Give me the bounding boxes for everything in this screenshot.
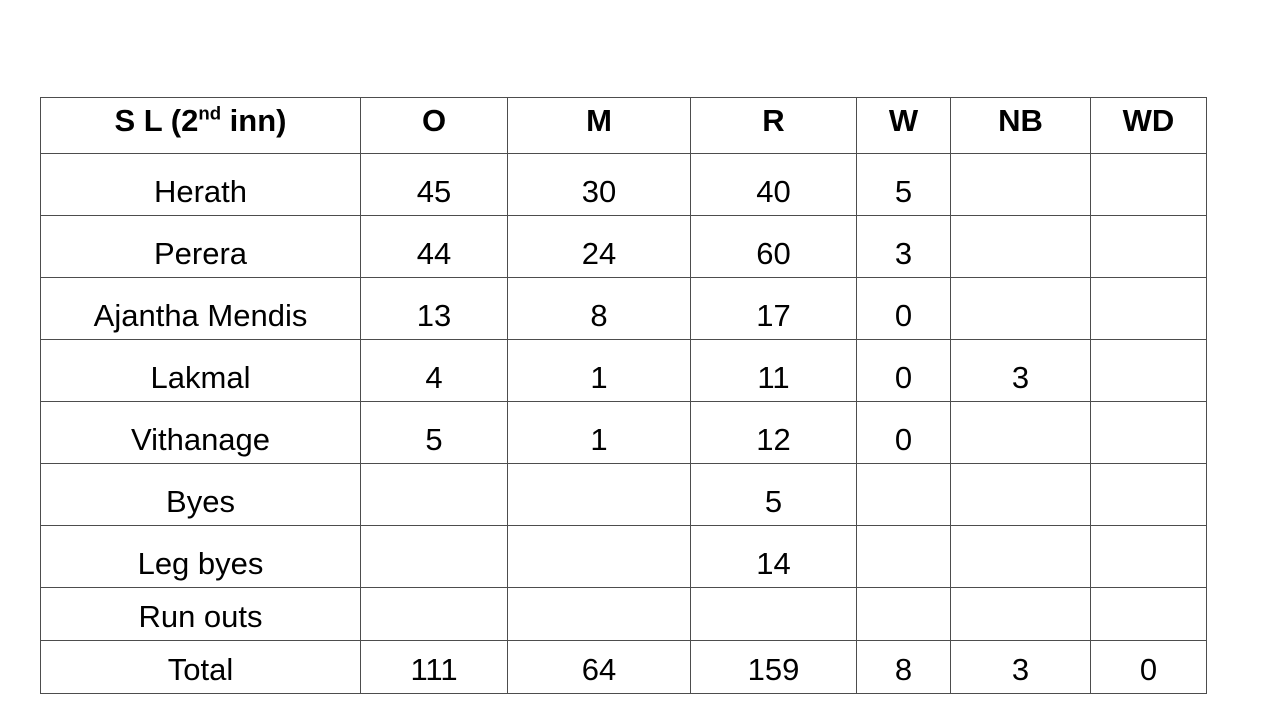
cell-runs: 159 (690, 640, 857, 694)
cell-noballs: 3 (950, 339, 1091, 402)
extras-label: Run outs (40, 587, 361, 641)
cell-noballs (950, 215, 1091, 278)
cell-wides (1090, 525, 1207, 588)
cell-maidens: 24 (507, 215, 691, 278)
cell-wickets: 0 (856, 401, 951, 464)
cell-maidens: 64 (507, 640, 691, 694)
cell-wides (1090, 587, 1207, 641)
cell-wides (1090, 339, 1207, 402)
cell-wides (1090, 215, 1207, 278)
header-cell-overs: O (360, 97, 508, 154)
row-ajantha-mendis: Ajantha Mendis 13 8 17 0 (40, 277, 1207, 340)
cell-overs (360, 463, 508, 526)
row-leg-byes: Leg byes 14 (40, 525, 1207, 588)
cell-wides (1090, 401, 1207, 464)
cell-wickets (856, 525, 951, 588)
row-perera: Perera 44 24 60 3 (40, 215, 1207, 278)
cell-maidens: 30 (507, 153, 691, 216)
cell-overs: 4 (360, 339, 508, 402)
cell-runs: 40 (690, 153, 857, 216)
cell-noballs (950, 587, 1091, 641)
cell-runs (690, 587, 857, 641)
bowling-figures-table: S L (2nd inn) O M R W NB WD Herath 45 30… (40, 97, 1207, 694)
cell-wickets: 5 (856, 153, 951, 216)
cell-maidens: 1 (507, 339, 691, 402)
cell-overs (360, 587, 508, 641)
cell-wides (1090, 463, 1207, 526)
cell-runs: 17 (690, 277, 857, 340)
cell-overs: 45 (360, 153, 508, 216)
cell-overs: 111 (360, 640, 508, 694)
cell-maidens: 1 (507, 401, 691, 464)
cell-wickets (856, 587, 951, 641)
header-cell-maidens: M (507, 97, 691, 154)
cell-wickets (856, 463, 951, 526)
total-label: Total (40, 640, 361, 694)
header-cell-wides: WD (1090, 97, 1207, 154)
cell-wickets: 8 (856, 640, 951, 694)
row-vithanage: Vithanage 5 1 12 0 (40, 401, 1207, 464)
row-lakmal: Lakmal 4 1 11 0 3 (40, 339, 1207, 402)
cell-maidens: 8 (507, 277, 691, 340)
bowler-name: Lakmal (40, 339, 361, 402)
cell-wickets: 3 (856, 215, 951, 278)
cell-runs: 12 (690, 401, 857, 464)
row-total: Total 111 64 159 8 3 0 (40, 640, 1207, 694)
cell-wickets: 0 (856, 339, 951, 402)
cell-noballs: 3 (950, 640, 1091, 694)
cell-wickets: 0 (856, 277, 951, 340)
cell-wides (1090, 277, 1207, 340)
cell-noballs (950, 153, 1091, 216)
cell-noballs (950, 463, 1091, 526)
cell-maidens (507, 525, 691, 588)
row-herath: Herath 45 30 40 5 (40, 153, 1207, 216)
header-row: S L (2nd inn) O M R W NB WD (40, 97, 1207, 154)
cell-overs: 44 (360, 215, 508, 278)
bowler-name: Herath (40, 153, 361, 216)
bowler-name: Vithanage (40, 401, 361, 464)
cell-maidens (507, 587, 691, 641)
row-byes: Byes 5 (40, 463, 1207, 526)
cell-runs: 11 (690, 339, 857, 402)
cell-runs: 5 (690, 463, 857, 526)
cell-noballs (950, 277, 1091, 340)
cell-runs: 14 (690, 525, 857, 588)
header-cell-wickets: W (856, 97, 951, 154)
cell-overs: 13 (360, 277, 508, 340)
header-team-text: S L (2 (114, 103, 199, 139)
cell-noballs (950, 525, 1091, 588)
header-team-superscript: nd (198, 103, 222, 125)
bowler-name: Ajantha Mendis (40, 277, 361, 340)
cell-overs: 5 (360, 401, 508, 464)
row-run-outs: Run outs (40, 587, 1207, 641)
cell-wides (1090, 153, 1207, 216)
extras-label: Byes (40, 463, 361, 526)
header-cell-team: S L (2nd inn) (40, 97, 361, 154)
header-cell-noballs: NB (950, 97, 1091, 154)
header-cell-runs: R (690, 97, 857, 154)
cell-runs: 60 (690, 215, 857, 278)
cell-maidens (507, 463, 691, 526)
cell-overs (360, 525, 508, 588)
cell-wides: 0 (1090, 640, 1207, 694)
header-team-text-suffix: inn) (221, 103, 287, 139)
extras-label: Leg byes (40, 525, 361, 588)
bowler-name: Perera (40, 215, 361, 278)
cell-noballs (950, 401, 1091, 464)
